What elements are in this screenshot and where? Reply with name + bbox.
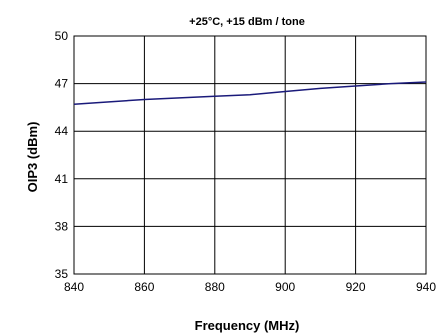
- chart-title: +25°C, +15 dBm / tone: [189, 16, 305, 28]
- y-tick-label: 38: [55, 219, 69, 233]
- x-tick-label: 860: [134, 280, 154, 294]
- chart-grid: [73, 35, 427, 275]
- y-tick-label: 44: [55, 124, 69, 138]
- y-tick-label: 50: [55, 29, 69, 43]
- x-tick-label: 880: [205, 280, 225, 294]
- x-tick-label: 840: [64, 280, 84, 294]
- x-axis-title: Frequency (MHz): [195, 318, 300, 333]
- x-tick-label: 900: [275, 280, 295, 294]
- plot-frame: [73, 35, 427, 275]
- y-tick-label: 35: [55, 267, 69, 281]
- y-tick-label: 47: [55, 77, 69, 91]
- y-tick-label: 41: [55, 172, 69, 186]
- series-line: [73, 81, 427, 105]
- y-axis-title: OIP3 (dBm): [25, 122, 40, 193]
- x-tick-labels: 840 860 880 900 920 940: [64, 280, 436, 294]
- y-tick-labels: 35 38 41 44 47 50: [55, 29, 69, 281]
- x-tick-label: 940: [416, 280, 436, 294]
- x-tick-label: 920: [346, 280, 366, 294]
